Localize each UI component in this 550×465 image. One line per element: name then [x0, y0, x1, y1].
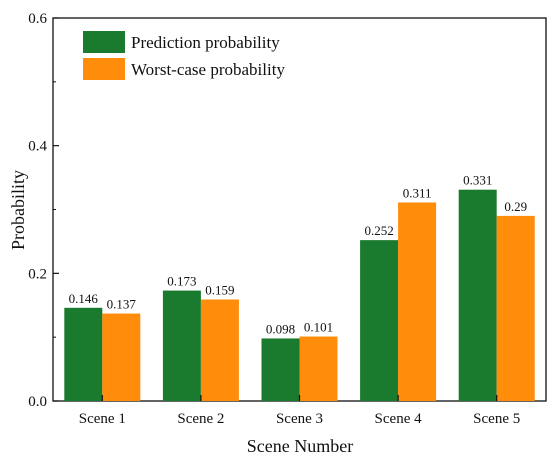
- data-label: 0.098: [266, 321, 295, 336]
- bar-worst-case-3: [299, 336, 338, 401]
- legend: Prediction probability Worst-case probabi…: [83, 31, 285, 80]
- data-label: 0.101: [304, 320, 333, 335]
- legend-label: Worst-case probability: [131, 60, 285, 79]
- y-tick-label: 0.4: [28, 139, 47, 155]
- bar-prediction-1: [64, 307, 103, 401]
- bar-worst-case-2: [200, 299, 239, 401]
- data-label: 0.29: [504, 199, 527, 214]
- y-axis-title: Probability: [8, 170, 28, 250]
- x-tick-label: Scene 3: [276, 411, 323, 427]
- legend-swatch: [83, 31, 125, 53]
- bar-prediction-4: [360, 240, 399, 401]
- legend-swatch: [83, 58, 125, 80]
- x-tick-label: Scene 4: [375, 411, 423, 427]
- x-tick-label: Scene 5: [473, 411, 520, 427]
- bar-worst-case-5: [496, 215, 535, 401]
- data-labels-group: 0.146 0.137 0.173 0.159 0.098 0.101 0.252 0.311…: [69, 173, 527, 337]
- y-axis: 0.0 0.2 0.4 0.6: [28, 11, 59, 410]
- x-tick-label: Scene 1: [79, 411, 126, 427]
- bar-prediction-5: [458, 189, 497, 401]
- data-label: 0.159: [205, 283, 234, 298]
- legend-label: Prediction probability: [131, 33, 280, 52]
- bar-worst-case-4: [398, 202, 437, 401]
- bar-prediction-2: [162, 290, 201, 401]
- y-tick-label: 0.2: [28, 266, 47, 282]
- y-tick-label: 0.6: [28, 11, 47, 27]
- x-axis-title: Scene Number: [247, 436, 353, 456]
- data-label: 0.173: [167, 274, 196, 289]
- bars-group: [64, 189, 535, 401]
- bar-prediction-3: [261, 338, 300, 401]
- bar-worst-case-1: [102, 313, 141, 401]
- y-tick-label: 0.0: [28, 394, 47, 410]
- data-label: 0.331: [463, 173, 492, 188]
- x-tick-label: Scene 2: [177, 411, 224, 427]
- data-label: 0.311: [403, 185, 432, 200]
- data-label: 0.146: [69, 291, 99, 306]
- data-label: 0.137: [107, 297, 137, 312]
- data-label: 0.252: [364, 223, 393, 238]
- x-axis: Scene 1 Scene 2 Scene 3 Scene 4 Scene 5: [79, 395, 520, 427]
